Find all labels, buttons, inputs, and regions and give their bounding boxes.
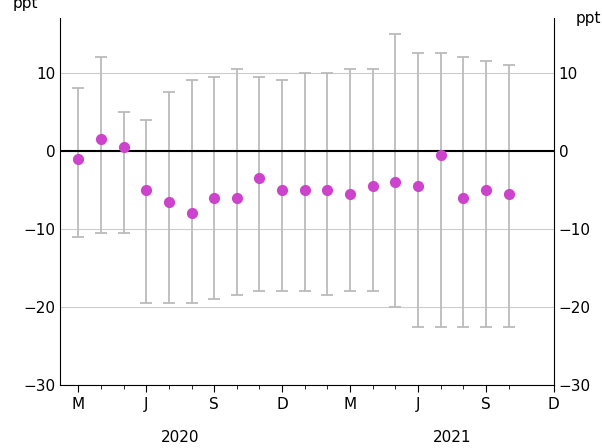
Point [300,186,309,194]
Point [368,182,377,190]
Point [119,143,128,151]
Y-axis label: ppt: ppt [13,0,39,11]
Point [323,186,332,194]
Point [255,175,264,182]
Point [345,190,355,198]
Point [164,198,174,205]
Point [459,194,468,201]
Point [73,155,83,162]
Text: 2021: 2021 [433,430,471,445]
Point [391,178,400,185]
Y-axis label: ppt: ppt [576,11,601,26]
Point [413,182,423,190]
Point [504,190,514,198]
Text: 2020: 2020 [161,430,199,445]
Point [187,210,196,217]
Point [96,135,106,142]
Point [209,194,219,201]
Point [232,194,241,201]
Point [278,186,287,194]
Point [141,186,151,194]
Point [436,151,445,158]
Point [481,186,491,194]
